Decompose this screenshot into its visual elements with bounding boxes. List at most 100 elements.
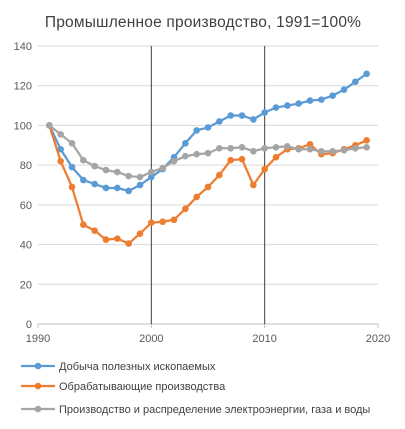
data-point (80, 221, 87, 229)
series-1 (46, 70, 370, 195)
data-point (159, 164, 166, 172)
data-point (125, 187, 132, 195)
y-tick-label: 120 (14, 81, 32, 93)
chart-title: Промышленное производство, 1991=100% (45, 14, 361, 31)
data-point (57, 157, 64, 165)
y-axis-ticks: 0 20 40 60 80 100 120 140 (14, 41, 32, 331)
legend-item-3: Производство и распределение электроэнер… (21, 404, 370, 416)
data-point (318, 147, 325, 155)
data-point (182, 140, 189, 147)
data-point (216, 171, 223, 179)
series-lines (46, 70, 370, 247)
data-point (68, 183, 76, 191)
x-tick-label: 1990 (26, 333, 50, 345)
data-point (102, 184, 110, 192)
data-point (46, 122, 53, 129)
data-point (306, 145, 314, 153)
year-separators (150, 46, 266, 324)
data-point (352, 144, 359, 152)
data-point (227, 156, 234, 164)
y-tick-label: 0 (26, 319, 32, 331)
data-point (102, 166, 110, 174)
data-point (272, 153, 280, 161)
data-point (238, 112, 246, 119)
data-point (170, 216, 178, 224)
data-point (250, 116, 257, 123)
data-point (182, 152, 189, 160)
y-tick-label: 40 (20, 240, 32, 252)
data-point (306, 97, 314, 104)
legend-label: Производство и распределение электроэнер… (59, 404, 370, 416)
data-point (204, 124, 212, 131)
data-point (340, 146, 348, 154)
data-point (125, 240, 132, 247)
x-tick-label: 2000 (139, 333, 163, 345)
data-point (57, 145, 64, 153)
y-tick-label: 140 (14, 41, 32, 53)
data-point (193, 193, 200, 201)
y-tick-label: 100 (14, 120, 32, 132)
data-point (170, 157, 178, 165)
data-point (284, 102, 291, 109)
data-point (102, 236, 110, 243)
legend-item-2: Обрабатывающие производства (21, 381, 226, 393)
x-tick-label: 2010 (252, 333, 276, 345)
data-point (148, 168, 155, 176)
data-point (136, 173, 144, 181)
legend-swatch-marker (34, 382, 42, 390)
data-point (272, 104, 280, 111)
legend-label: Добыча полезных ископаемых (59, 361, 216, 373)
data-point (125, 172, 132, 180)
data-point (329, 147, 336, 155)
data-point (182, 205, 189, 213)
data-point (216, 144, 223, 152)
data-point (114, 168, 121, 176)
data-point (114, 184, 121, 192)
data-point (227, 112, 234, 119)
legend-swatch-marker (34, 362, 42, 370)
data-point (68, 140, 76, 147)
data-point (91, 180, 98, 188)
data-point (329, 92, 336, 99)
data-point (204, 149, 212, 157)
legend-swatch-marker (34, 405, 42, 413)
data-point (363, 70, 370, 78)
legend-label: Обрабатывающие производства (59, 381, 226, 393)
data-point (295, 100, 302, 107)
data-point (363, 137, 370, 144)
data-point (57, 131, 64, 138)
data-point (91, 162, 98, 170)
data-point (352, 78, 359, 86)
series-3 (46, 122, 370, 181)
data-point (114, 235, 121, 242)
data-point (91, 227, 98, 234)
y-tick-label: 80 (20, 160, 32, 172)
series-line (48, 72, 368, 193)
data-point (284, 142, 291, 150)
data-point (80, 176, 87, 184)
x-axis-ticks: 1990 2000 2010 2020 (26, 324, 390, 345)
data-point (148, 219, 155, 227)
y-tick-label: 60 (20, 200, 32, 212)
legend: Добыча полезных ископаемых Обрабатывающие… (21, 361, 370, 416)
data-point (159, 218, 166, 226)
data-point (261, 144, 268, 152)
data-point (136, 181, 144, 189)
data-point (193, 127, 200, 134)
x-tick-label: 2020 (366, 333, 390, 345)
data-point (261, 165, 268, 173)
data-point (216, 118, 223, 125)
data-point (250, 181, 257, 189)
data-point (363, 143, 370, 151)
data-point (80, 156, 87, 164)
data-point (68, 163, 76, 171)
data-point (227, 144, 234, 152)
data-point (318, 96, 325, 103)
data-point (250, 147, 257, 155)
y-tick-label: 20 (20, 279, 32, 291)
data-point (136, 230, 144, 237)
data-point (295, 145, 302, 153)
data-point (238, 155, 246, 163)
data-point (238, 143, 246, 151)
